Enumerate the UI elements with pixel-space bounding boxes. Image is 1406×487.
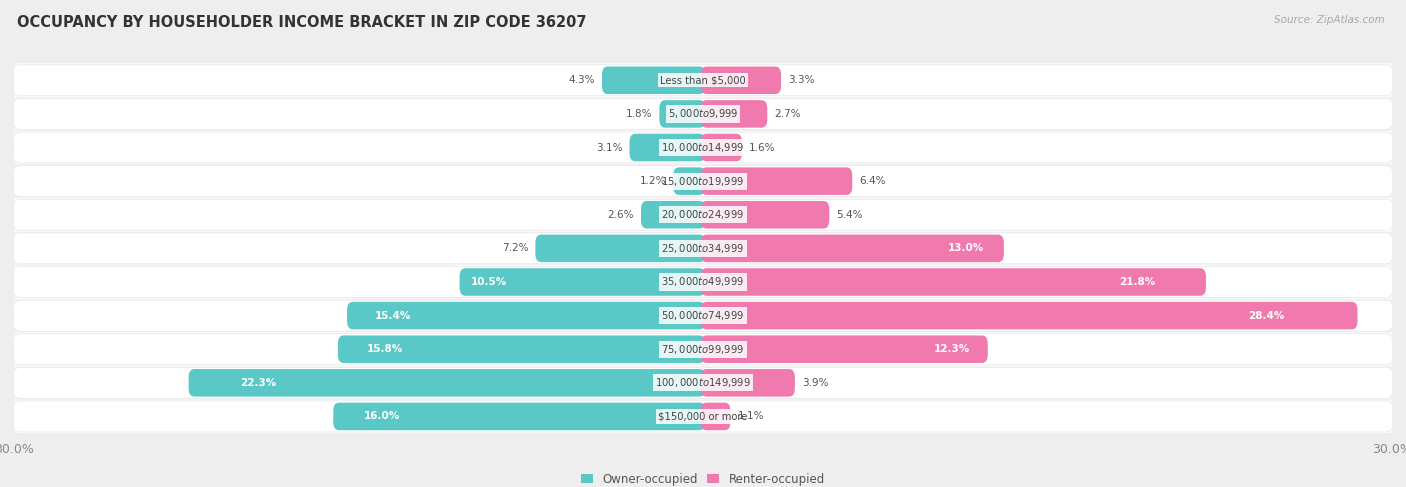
- FancyBboxPatch shape: [700, 235, 1004, 262]
- Text: 4.3%: 4.3%: [568, 75, 595, 85]
- Bar: [14, 63, 1392, 97]
- Text: 6.4%: 6.4%: [859, 176, 886, 186]
- FancyBboxPatch shape: [602, 67, 706, 94]
- FancyBboxPatch shape: [337, 336, 706, 363]
- Bar: [14, 97, 1392, 131]
- Bar: [14, 164, 1392, 198]
- FancyBboxPatch shape: [13, 233, 1393, 264]
- FancyBboxPatch shape: [13, 334, 1393, 365]
- FancyBboxPatch shape: [700, 369, 794, 396]
- Bar: [14, 333, 1392, 366]
- Text: Source: ZipAtlas.com: Source: ZipAtlas.com: [1274, 15, 1385, 25]
- FancyBboxPatch shape: [536, 235, 706, 262]
- Text: 16.0%: 16.0%: [363, 412, 399, 421]
- Text: Less than $5,000: Less than $5,000: [661, 75, 745, 85]
- Text: 5.4%: 5.4%: [837, 210, 863, 220]
- FancyBboxPatch shape: [700, 201, 830, 228]
- Bar: [14, 400, 1392, 433]
- Text: 15.4%: 15.4%: [375, 311, 412, 320]
- FancyBboxPatch shape: [700, 134, 742, 161]
- Text: 3.3%: 3.3%: [787, 75, 814, 85]
- Bar: [14, 231, 1392, 265]
- Text: 12.3%: 12.3%: [934, 344, 970, 354]
- Text: 7.2%: 7.2%: [502, 244, 529, 253]
- FancyBboxPatch shape: [460, 268, 706, 296]
- Text: 3.1%: 3.1%: [596, 143, 623, 152]
- FancyBboxPatch shape: [700, 67, 782, 94]
- FancyBboxPatch shape: [333, 403, 706, 430]
- FancyBboxPatch shape: [700, 302, 1358, 329]
- Text: 1.1%: 1.1%: [738, 412, 763, 421]
- FancyBboxPatch shape: [13, 300, 1393, 331]
- Bar: [14, 366, 1392, 400]
- Text: 1.8%: 1.8%: [626, 109, 652, 119]
- Bar: [14, 299, 1392, 333]
- FancyBboxPatch shape: [659, 100, 706, 128]
- FancyBboxPatch shape: [13, 367, 1393, 398]
- FancyBboxPatch shape: [347, 302, 706, 329]
- Text: 13.0%: 13.0%: [948, 244, 984, 253]
- Text: 1.2%: 1.2%: [640, 176, 666, 186]
- FancyBboxPatch shape: [13, 132, 1393, 163]
- Text: $5,000 to $9,999: $5,000 to $9,999: [668, 108, 738, 120]
- Text: 22.3%: 22.3%: [240, 378, 277, 388]
- Legend: Owner-occupied, Renter-occupied: Owner-occupied, Renter-occupied: [581, 472, 825, 486]
- Text: $100,000 to $149,999: $100,000 to $149,999: [655, 376, 751, 389]
- FancyBboxPatch shape: [700, 403, 731, 430]
- FancyBboxPatch shape: [188, 369, 706, 396]
- FancyBboxPatch shape: [13, 266, 1393, 298]
- FancyBboxPatch shape: [641, 201, 706, 228]
- Text: 1.6%: 1.6%: [749, 143, 776, 152]
- Text: 21.8%: 21.8%: [1119, 277, 1156, 287]
- FancyBboxPatch shape: [700, 336, 988, 363]
- Text: 2.6%: 2.6%: [607, 210, 634, 220]
- FancyBboxPatch shape: [673, 168, 706, 195]
- Bar: [14, 265, 1392, 299]
- Text: $50,000 to $74,999: $50,000 to $74,999: [661, 309, 745, 322]
- Text: OCCUPANCY BY HOUSEHOLDER INCOME BRACKET IN ZIP CODE 36207: OCCUPANCY BY HOUSEHOLDER INCOME BRACKET …: [17, 15, 586, 30]
- Text: 28.4%: 28.4%: [1249, 311, 1285, 320]
- FancyBboxPatch shape: [630, 134, 706, 161]
- Bar: [14, 131, 1392, 164]
- Text: $35,000 to $49,999: $35,000 to $49,999: [661, 276, 745, 288]
- Text: $15,000 to $19,999: $15,000 to $19,999: [661, 175, 745, 187]
- Text: $25,000 to $34,999: $25,000 to $34,999: [661, 242, 745, 255]
- FancyBboxPatch shape: [13, 166, 1393, 197]
- FancyBboxPatch shape: [700, 100, 768, 128]
- FancyBboxPatch shape: [700, 268, 1206, 296]
- FancyBboxPatch shape: [13, 199, 1393, 230]
- Text: 2.7%: 2.7%: [775, 109, 800, 119]
- Text: $20,000 to $24,999: $20,000 to $24,999: [661, 208, 745, 221]
- Text: 15.8%: 15.8%: [367, 344, 404, 354]
- Text: $10,000 to $14,999: $10,000 to $14,999: [661, 141, 745, 154]
- Text: 3.9%: 3.9%: [801, 378, 828, 388]
- Bar: [14, 198, 1392, 231]
- FancyBboxPatch shape: [13, 65, 1393, 96]
- FancyBboxPatch shape: [13, 98, 1393, 130]
- FancyBboxPatch shape: [13, 401, 1393, 432]
- FancyBboxPatch shape: [700, 168, 852, 195]
- Text: 10.5%: 10.5%: [471, 277, 508, 287]
- Text: $75,000 to $99,999: $75,000 to $99,999: [661, 343, 745, 356]
- Text: $150,000 or more: $150,000 or more: [658, 412, 748, 421]
